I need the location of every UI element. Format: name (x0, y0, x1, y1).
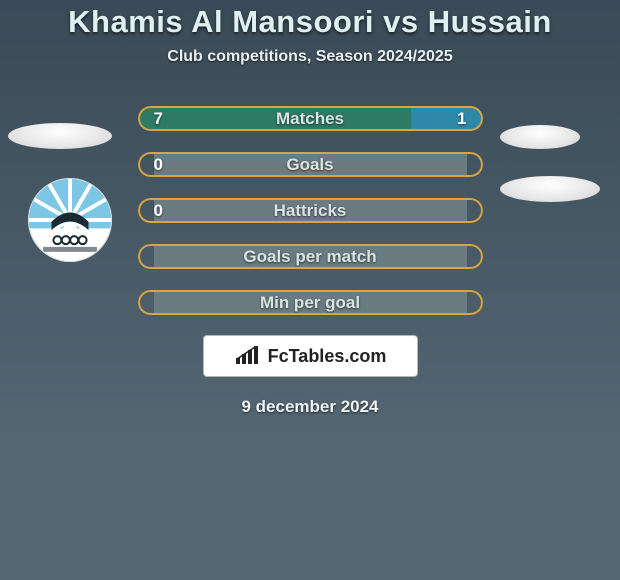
stat-left-value: 0 (154, 152, 163, 177)
player-ellipse (8, 123, 112, 149)
stat-left-value (138, 152, 154, 177)
stat-left-value (138, 290, 154, 315)
stat-row: 0Hattricks (138, 198, 483, 223)
page-title: Khamis Al Mansoori vs Hussain (0, 0, 620, 40)
stat-row: Goals per match (138, 244, 483, 269)
stat-row: 0Goals (138, 152, 483, 177)
stat-empty-seg (154, 290, 467, 315)
brand-text: FcTables.com (268, 346, 387, 367)
stat-right-value (467, 244, 483, 269)
stat-row: Min per goal (138, 290, 483, 315)
stat-empty-seg (154, 198, 467, 223)
stat-empty-seg (154, 244, 467, 269)
player-ellipse (500, 125, 580, 149)
club-badge (28, 178, 112, 262)
stat-right-value (467, 152, 483, 177)
brand-watermark: FcTables.com (203, 335, 418, 377)
stat-row: 71Matches (138, 106, 483, 131)
stat-left-value: 0 (154, 198, 163, 223)
bars-icon (234, 346, 262, 366)
player-ellipse (500, 176, 600, 202)
stat-right-value (467, 198, 483, 223)
stat-left-value (138, 198, 154, 223)
stat-left-value: 7 (138, 106, 411, 131)
date-text: 9 december 2024 (0, 397, 620, 417)
infographic-root: Khamis Al Mansoori vs Hussain Club compe… (0, 0, 620, 580)
stat-right-value (467, 290, 483, 315)
stat-left-value (138, 244, 154, 269)
subtitle: Club competitions, Season 2024/2025 (0, 48, 620, 66)
stat-empty-seg (154, 152, 467, 177)
stat-right-value: 1 (411, 106, 483, 131)
